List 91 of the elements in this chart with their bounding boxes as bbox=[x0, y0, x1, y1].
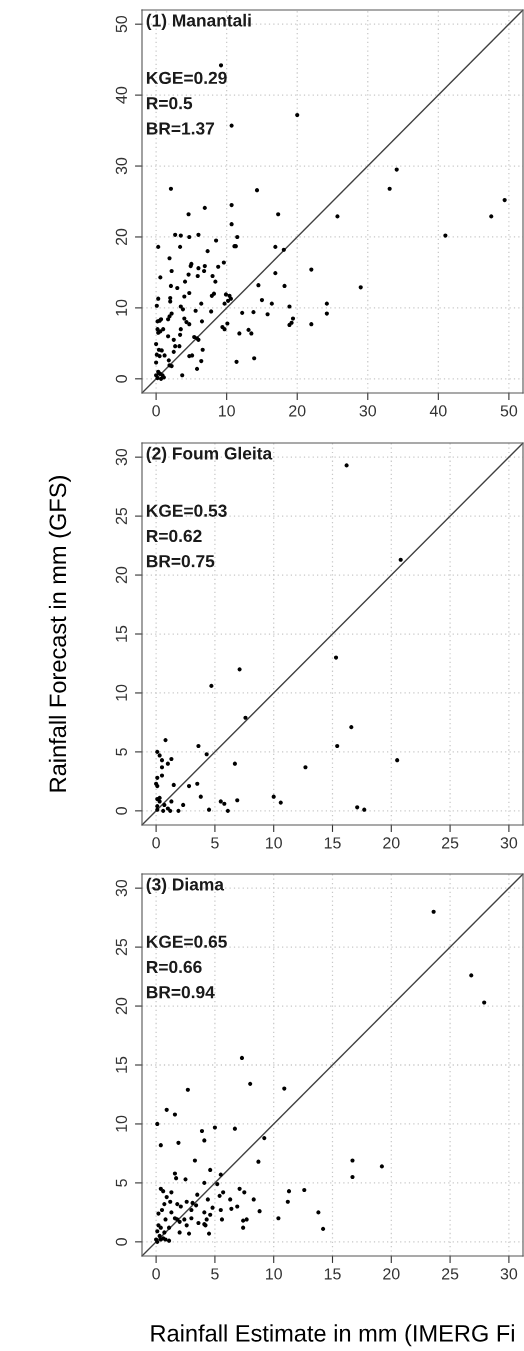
point bbox=[171, 782, 176, 787]
x-tick-label: 10 bbox=[266, 837, 282, 849]
y-tick-label: 5 bbox=[115, 1179, 128, 1187]
point bbox=[204, 752, 209, 757]
point bbox=[161, 808, 166, 813]
x-tick-label: 0 bbox=[152, 1268, 160, 1280]
annotation: BR=0.75 bbox=[146, 555, 215, 568]
point bbox=[159, 765, 165, 770]
y-tick-label: 5 bbox=[115, 748, 128, 756]
x-tick-label: 20 bbox=[383, 1268, 400, 1280]
x-tick-label: 40 bbox=[429, 405, 447, 417]
annotation: R=0.66 bbox=[146, 960, 202, 974]
point bbox=[186, 784, 192, 789]
point bbox=[196, 743, 201, 749]
point bbox=[181, 802, 186, 808]
x-tick-label: 50 bbox=[500, 405, 518, 417]
point bbox=[169, 756, 174, 762]
annotation: KGE=0.65 bbox=[146, 935, 227, 948]
x-tick-label: 25 bbox=[442, 837, 459, 849]
point bbox=[335, 743, 340, 749]
point bbox=[222, 801, 227, 806]
x-tick-label: 0 bbox=[152, 405, 160, 417]
point bbox=[225, 808, 230, 813]
x-tick-label: 30 bbox=[359, 405, 377, 417]
x-tick-label: 0 bbox=[152, 837, 160, 849]
x-tick-label: 10 bbox=[266, 1268, 282, 1280]
y-tick-label: 40 bbox=[115, 86, 128, 104]
y-tick-label: 25 bbox=[115, 938, 128, 956]
y-tick-label: 20 bbox=[115, 566, 128, 584]
point bbox=[162, 802, 167, 808]
point bbox=[278, 800, 283, 805]
x-tick-label: 5 bbox=[211, 837, 219, 849]
y-tick-label: 10 bbox=[115, 1115, 128, 1132]
y-tick-label: 30 bbox=[115, 448, 128, 466]
x-tick-label: 15 bbox=[324, 1268, 341, 1280]
y-tick-label: 50 bbox=[115, 15, 128, 33]
point bbox=[398, 557, 403, 562]
point bbox=[155, 775, 160, 780]
point bbox=[195, 781, 200, 786]
y-tick-label: 20 bbox=[115, 228, 128, 246]
annotation: R=0.5 bbox=[146, 97, 193, 110]
annotation: KGE=0.53 bbox=[146, 504, 227, 517]
annotation: KGE=0.29 bbox=[146, 71, 227, 85]
x-tick-label: 30 bbox=[500, 837, 518, 849]
point bbox=[362, 807, 367, 812]
x-tick-label: 30 bbox=[500, 1268, 518, 1280]
y-tick-label: 15 bbox=[115, 1056, 128, 1073]
y-tick-label: 15 bbox=[115, 625, 128, 642]
y-tick-label: 10 bbox=[115, 299, 128, 316]
y-tick-label: 30 bbox=[115, 879, 128, 897]
y-tick-label: 20 bbox=[115, 997, 128, 1015]
point bbox=[209, 683, 214, 688]
y-tick-label: 0 bbox=[115, 375, 128, 383]
point bbox=[155, 807, 160, 812]
y-tick-label: 0 bbox=[115, 807, 128, 815]
x-tick-label: 5 bbox=[211, 1268, 219, 1280]
point bbox=[206, 807, 212, 812]
chart-title: (3) Diama bbox=[146, 877, 225, 894]
y-tick-label: 25 bbox=[115, 507, 128, 525]
x-axis-title: Rainfall Estimate in mm (IMERG Fi bbox=[151, 1324, 514, 1347]
point bbox=[218, 799, 223, 804]
point bbox=[395, 758, 400, 763]
point bbox=[232, 761, 237, 766]
point bbox=[235, 798, 240, 803]
annotation: R=0.62 bbox=[146, 529, 202, 543]
x-tick-label: 20 bbox=[289, 405, 306, 417]
x-tick-label: 15 bbox=[324, 837, 341, 849]
x-tick-label: 20 bbox=[383, 837, 400, 849]
point bbox=[303, 765, 308, 770]
x-tick-label: 25 bbox=[442, 1268, 459, 1280]
y-tick-label: 0 bbox=[115, 1238, 128, 1246]
point bbox=[155, 804, 160, 809]
x-tick-label: 10 bbox=[219, 405, 235, 417]
y-axis-title: Rainfall Forecast in mm (GFS) bbox=[48, 476, 71, 792]
chart-title: (1) Manantali bbox=[146, 13, 251, 31]
annotation: BR=0.94 bbox=[146, 986, 215, 999]
point bbox=[165, 761, 170, 766]
point bbox=[163, 738, 168, 743]
point bbox=[176, 808, 181, 813]
point bbox=[198, 794, 203, 799]
point bbox=[155, 749, 160, 754]
y-tick-label: 30 bbox=[115, 157, 128, 175]
point bbox=[349, 725, 354, 730]
y-tick-label: 10 bbox=[115, 684, 128, 701]
point bbox=[355, 805, 360, 810]
point bbox=[271, 794, 276, 799]
annotation: BR=1.37 bbox=[146, 122, 215, 135]
point bbox=[159, 758, 165, 763]
point bbox=[159, 773, 165, 778]
point bbox=[333, 655, 339, 660]
chart-title: (2) Foum Gleita bbox=[146, 446, 273, 463]
